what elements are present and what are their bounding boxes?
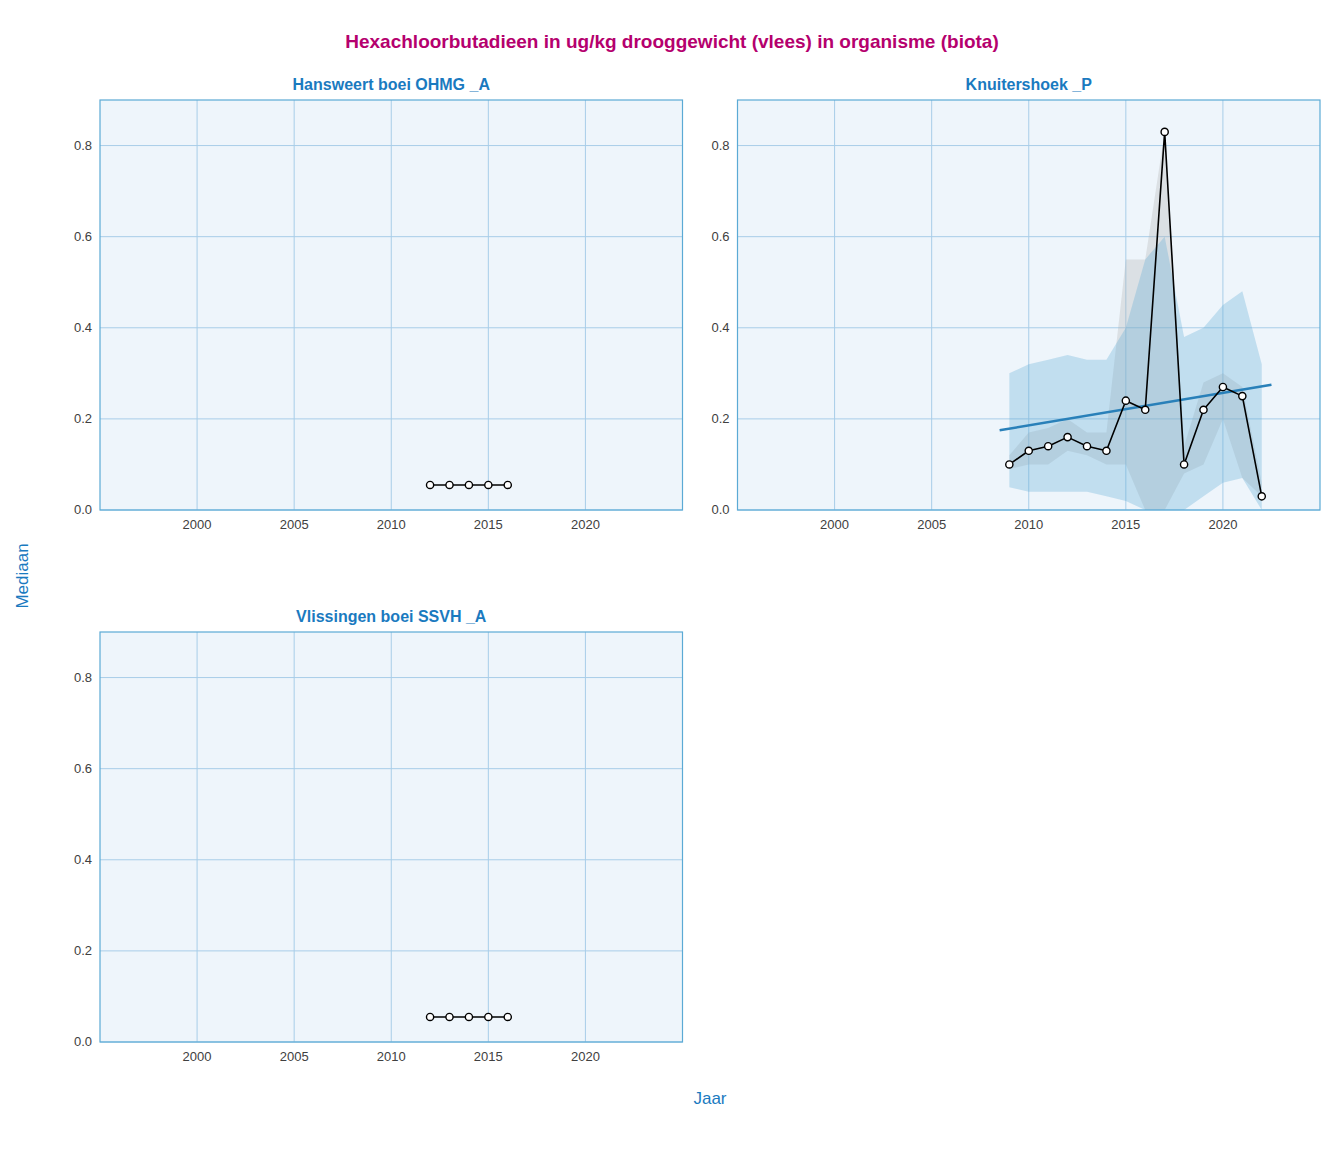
marker (426, 1013, 433, 1020)
y-tick-label: 0.6 (711, 229, 729, 244)
plot-area (100, 100, 683, 510)
x-tick-label: 2000 (183, 1049, 212, 1064)
marker (1083, 443, 1090, 450)
marker (1219, 383, 1226, 390)
x-tick-label: 2010 (377, 1049, 406, 1064)
marker (465, 1013, 472, 1020)
marker (465, 481, 472, 488)
chart: Hexachloorbutadieen in ug/kg drooggewich… (0, 0, 1344, 1152)
trend-line (1000, 385, 1272, 431)
x-tick-label: 2010 (1014, 517, 1043, 532)
marker (1025, 447, 1032, 454)
x-tick-label: 2005 (280, 1049, 309, 1064)
grid-line (197, 100, 198, 510)
marker (1103, 447, 1110, 454)
grid-line (197, 632, 198, 1042)
band (1009, 132, 1261, 510)
marker (446, 1013, 453, 1020)
panel: 0.0 0.2 0.4 0.6 0.8 2000 2005 2010 2015 2020 Hansw… (74, 76, 683, 532)
grid-line (391, 100, 392, 510)
y-tick-label: 0.4 (74, 320, 92, 335)
title: Hexachloorbutadieen in ug/kg drooggewich… (345, 31, 998, 52)
y-tick-label: 0.0 (74, 502, 92, 517)
grid-line (488, 100, 489, 510)
marker (504, 481, 511, 488)
grid-line (931, 100, 932, 510)
x-tick-label: 2010 (377, 517, 406, 532)
panel-title: Hansweert boei OHMG _A (293, 76, 491, 93)
x-axis-label: Jaar (693, 1089, 726, 1108)
x-tick-label: 2000 (820, 517, 849, 532)
marker (1142, 406, 1149, 413)
y-tick-label: 0.2 (74, 411, 92, 426)
marker (1200, 406, 1207, 413)
y-tick-label: 0.6 (74, 229, 92, 244)
plot-frame (100, 632, 683, 1042)
x-tick-label: 2005 (917, 517, 946, 532)
grid-line (585, 100, 586, 510)
y-tick-label: 0.4 (74, 852, 92, 867)
marker (1006, 461, 1013, 468)
x-tick-label: 2005 (280, 517, 309, 532)
grid-line (294, 632, 295, 1042)
y-tick-label: 0.8 (711, 138, 729, 153)
marker (1239, 393, 1246, 400)
y-tick-label: 0.8 (74, 138, 92, 153)
x-tick-label: 2020 (1208, 517, 1237, 532)
grid-line (585, 632, 586, 1042)
grid-line (834, 100, 835, 510)
plot-area (100, 632, 683, 1042)
y-axis-label: Mediaan (13, 543, 32, 608)
x-tick-label: 2015 (1111, 517, 1140, 532)
marker (1258, 493, 1265, 500)
y-tick-label: 0.6 (74, 761, 92, 776)
line (1009, 132, 1261, 496)
data-layer (426, 1013, 511, 1020)
grid-line (488, 632, 489, 1042)
x-tick-label: 2015 (474, 1049, 503, 1064)
y-tick-label: 0.4 (711, 320, 729, 335)
x-tick-label: 2020 (571, 1049, 600, 1064)
plot-area (738, 100, 1321, 510)
panel: 0.0 0.2 0.4 0.6 0.8 2000 2005 2010 2015 2020 Vliss… (74, 608, 683, 1064)
grid-line (391, 632, 392, 1042)
marker (1161, 128, 1168, 135)
marker (446, 481, 453, 488)
x-tick-label: 2020 (571, 517, 600, 532)
marker (1180, 461, 1187, 468)
grid-line (294, 100, 295, 510)
marker (1122, 397, 1129, 404)
plot-frame (100, 100, 683, 510)
data-layer (426, 481, 511, 488)
band (1009, 237, 1261, 510)
x-tick-label: 2000 (183, 517, 212, 532)
marker (1064, 434, 1071, 441)
marker (504, 1013, 511, 1020)
data-layer (1000, 128, 1272, 510)
y-tick-label: 0.2 (711, 411, 729, 426)
marker (426, 481, 433, 488)
background (0, 0, 1344, 1152)
x-tick-label: 2015 (474, 517, 503, 532)
y-tick-label: 0.8 (74, 670, 92, 685)
panel-title: Knuitershoek _P (966, 76, 1093, 93)
y-tick-label: 0.0 (711, 502, 729, 517)
y-tick-label: 0.0 (74, 1034, 92, 1049)
panel-title: Vlissingen boei SSVH _A (296, 608, 487, 625)
marker (485, 1013, 492, 1020)
plot-frame (738, 100, 1321, 510)
marker (1045, 443, 1052, 450)
marker (485, 481, 492, 488)
y-tick-label: 0.2 (74, 943, 92, 958)
panel: 0.0 0.2 0.4 0.6 0.8 2000 2005 2010 2015 2020 Knuit… (711, 76, 1320, 532)
